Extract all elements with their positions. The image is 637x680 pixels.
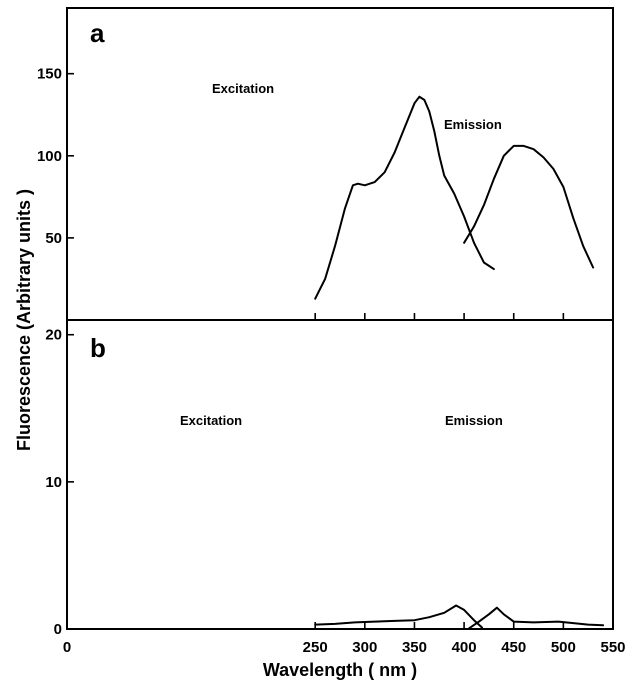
x-axis-title: Wavelength ( nm ) — [263, 660, 417, 680]
panel-b-y-tick-label: 20 — [45, 327, 62, 344]
panel-a-emission-curve — [463, 144, 595, 269]
panel-b-y-tick-label: 10 — [45, 474, 62, 491]
panel-a-y-tick-label: 100 — [37, 148, 62, 165]
y-axis-title: Fluorescence (Arbitrary units ) — [14, 189, 34, 451]
x-tick-label: 300 — [352, 639, 377, 656]
panel-a-frame — [66, 7, 614, 321]
x-tick-label: 500 — [551, 639, 576, 656]
series — [314, 95, 605, 630]
x-tick-label: 250 — [303, 639, 328, 656]
panel-a-letter: a — [90, 18, 105, 48]
panel-a-y-tick-label: 50 — [45, 230, 62, 247]
x-tick-label: 0 — [63, 639, 71, 656]
panel-b-letter: b — [90, 333, 106, 363]
panel-b-frame — [66, 319, 614, 630]
panel-a-excitation-label: Excitation — [212, 81, 274, 96]
panel-b-excitation-curve — [314, 604, 483, 629]
panel-b-y-tick-label: 0 — [54, 621, 62, 638]
x-tick-label: 550 — [600, 639, 625, 656]
panel-a-excitation-curve — [314, 95, 495, 300]
x-tick-label: 450 — [501, 639, 526, 656]
x-tick-label: 400 — [452, 639, 477, 656]
x-tick-label: 350 — [402, 639, 427, 656]
panel-b-emission-curve — [468, 606, 605, 630]
panel-b-emission-label: Emission — [445, 413, 503, 428]
panel-a-emission-label: Emission — [444, 117, 502, 132]
panel-a-y-tick-label: 150 — [37, 66, 62, 83]
panel-b-excitation-label: Excitation — [180, 413, 242, 428]
